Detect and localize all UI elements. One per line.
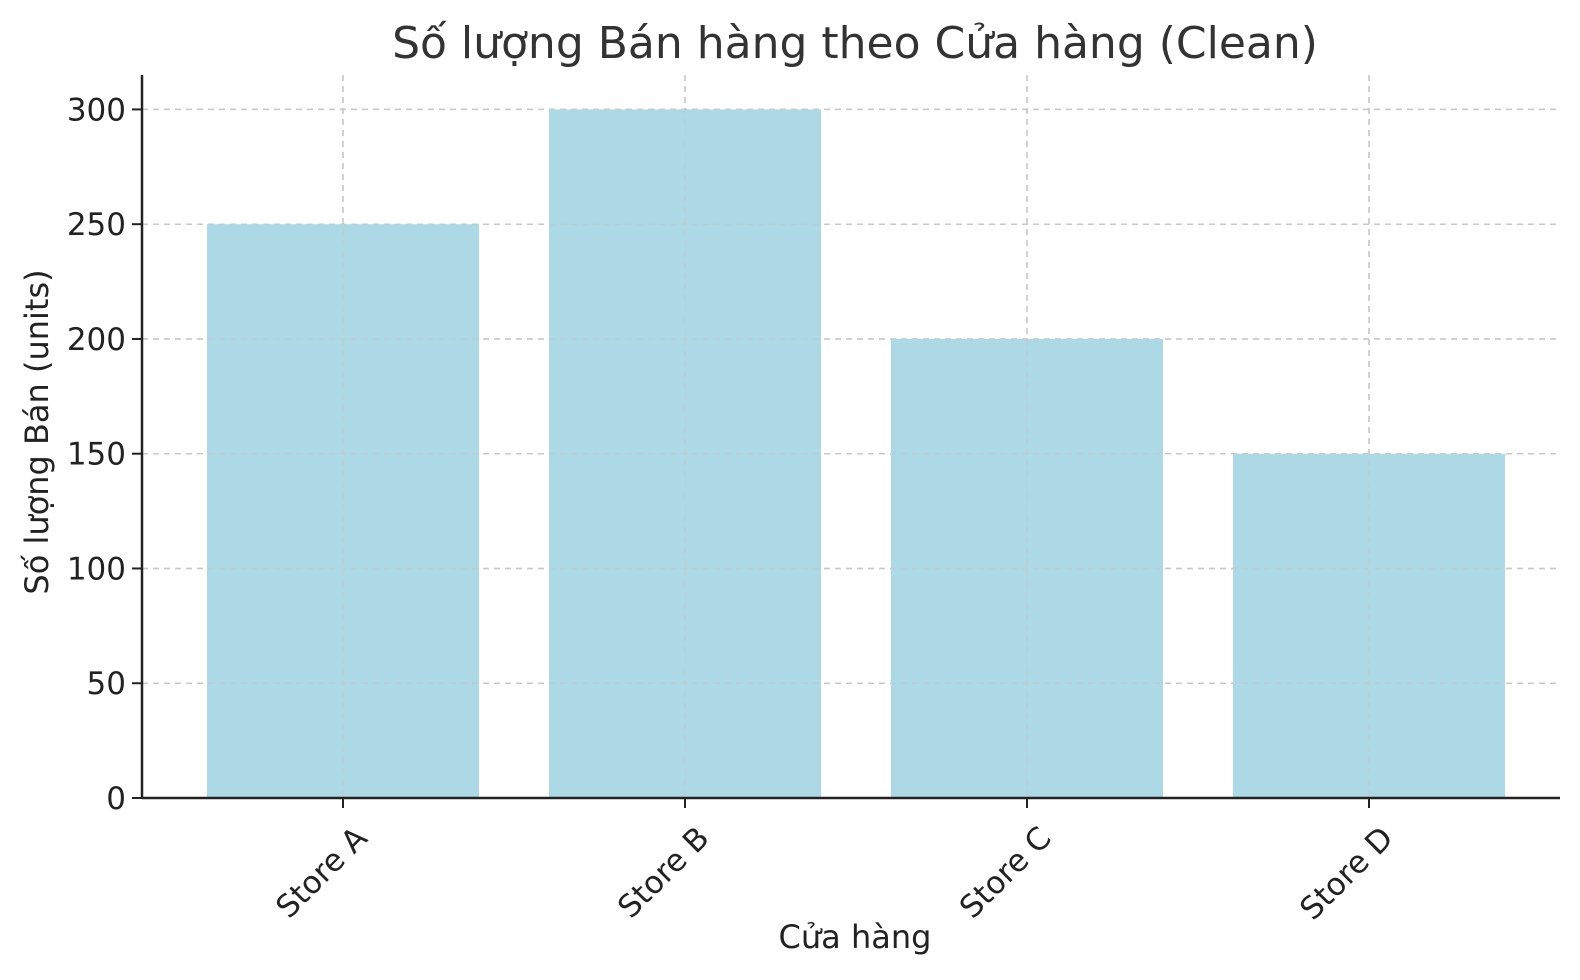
y-tick-label: 150: [67, 437, 126, 473]
x-axis-label: Cửa hàng: [779, 918, 932, 956]
y-tick-label: 200: [67, 322, 126, 358]
y-tick-label: 100: [67, 551, 126, 587]
chart-title: Số lượng Bán hàng theo Cửa hàng (Clean): [392, 18, 1318, 69]
x-tick-label: Store B: [611, 820, 716, 925]
y-tick-label: 0: [106, 781, 126, 817]
x-tick-label: Store D: [1293, 820, 1400, 927]
y-axis-label: Số lượng Bán (units): [18, 269, 56, 594]
y-tick-label: 250: [67, 207, 126, 243]
x-tick-label: Store A: [269, 820, 374, 925]
x-tick-label: Store C: [953, 820, 1059, 926]
bars: [142, 75, 1560, 798]
y-tick-label: 300: [67, 92, 126, 128]
y-tick-label: 50: [87, 666, 126, 702]
axes: [140, 75, 1560, 800]
